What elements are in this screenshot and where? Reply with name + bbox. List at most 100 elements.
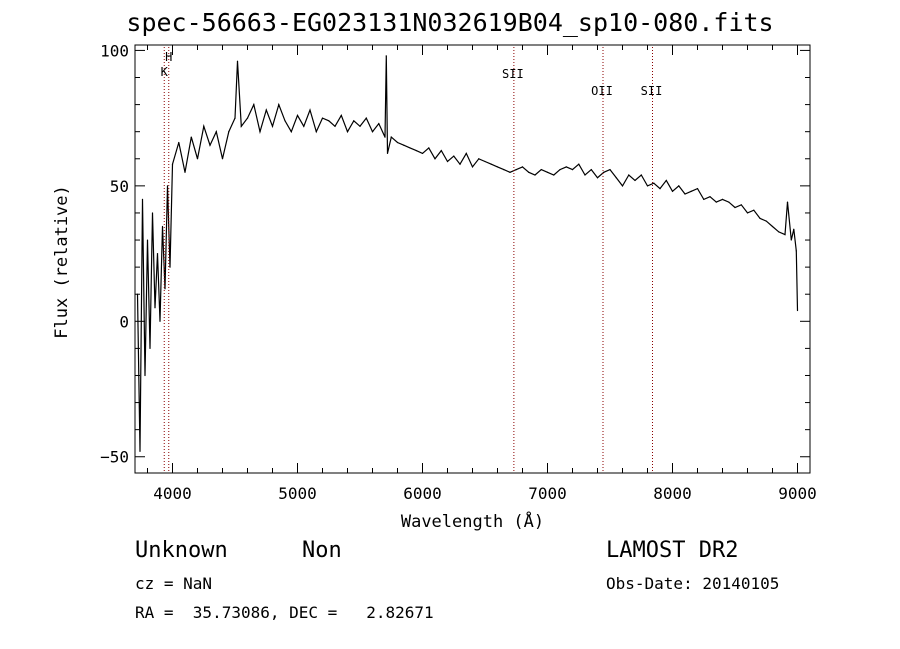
spectrum-point [515, 169, 517, 171]
line-label-sii: SII [502, 67, 524, 81]
spectrum-point [786, 201, 789, 203]
spectrum-point [161, 225, 164, 228]
spectrum-point [178, 141, 180, 144]
spectrum-point [385, 55, 387, 57]
spectrum-point [509, 171, 511, 173]
chart-title: spec-56663-EG023131N032619B04_sp10-080.f… [126, 8, 774, 37]
spectrum-point [628, 174, 630, 176]
spectrum-point [154, 307, 156, 309]
spectrum-point [246, 117, 249, 119]
spectrum-point [390, 136, 392, 138]
spectrum-point [169, 266, 171, 268]
x-tick-label: 6000 [403, 484, 442, 503]
spectrum-point [584, 174, 586, 176]
spectrum-point [621, 185, 624, 187]
spectrum-point [315, 131, 317, 133]
spectrum-point [421, 152, 424, 154]
spectrum-point [141, 198, 144, 201]
spectrum-series-layer [136, 55, 799, 452]
object-subclass: Non [302, 538, 342, 563]
spectrum-point [728, 201, 730, 203]
spectrum-point [740, 204, 742, 206]
spectrum-point [265, 109, 267, 111]
spectrum-point [228, 131, 230, 133]
plot-border [134, 44, 811, 474]
spectrum-point [640, 174, 642, 176]
spectrum-point [634, 179, 636, 182]
spectrum-point [166, 185, 169, 187]
y-tick-label: −50 [100, 448, 129, 467]
spectrum-point [386, 152, 389, 154]
spectrum-point [565, 166, 567, 168]
spectrum-point [521, 166, 524, 168]
spectrum-point [540, 169, 542, 171]
spectrum-point [609, 169, 611, 171]
spectrum-point [793, 228, 795, 230]
spectrum-point [778, 231, 780, 233]
spectrum-point [240, 125, 242, 127]
spectrum-point [721, 198, 724, 201]
spectrum-point [484, 160, 486, 163]
spectrum-point [171, 163, 174, 165]
spectrum-point [159, 320, 161, 322]
spectrum-point [378, 122, 380, 125]
spectrum-point [309, 109, 311, 111]
spectrum-point [790, 239, 792, 241]
spectrum-point [453, 155, 455, 157]
spectrum-point [496, 166, 499, 168]
spectrum-point [765, 220, 767, 222]
spectrum-point [646, 185, 649, 187]
spectrum-point [590, 169, 592, 171]
spectrum-point [684, 193, 686, 195]
spectrum-point [271, 125, 274, 127]
spectrum-point [371, 131, 374, 133]
observation-date: Obs-Date: 20140105 [606, 574, 780, 593]
y-axis-label: Flux (relative) [52, 185, 72, 339]
spectrum-point [659, 187, 661, 190]
spectrum-point [678, 185, 680, 187]
spectrum-point [746, 212, 749, 214]
spectrum-point [709, 196, 711, 198]
spectrum-point [615, 177, 617, 179]
spectrum-point [321, 117, 324, 119]
x-tick-label: 5000 [278, 484, 317, 503]
spectrum-point [715, 201, 717, 203]
spectrum-point [546, 171, 549, 173]
spectrum-point [144, 374, 146, 377]
x-tick-label: 9000 [778, 484, 817, 503]
spectrum-point [534, 174, 536, 176]
line-label-h: H [165, 50, 172, 64]
spectrum-point [278, 103, 280, 106]
spectrum-point [221, 158, 224, 160]
survey-name: LAMOST DR2 [606, 538, 739, 563]
spectrum-point [196, 158, 199, 160]
line-label-oii: OII [591, 84, 613, 98]
spectrum-point [671, 190, 674, 192]
spectrum-point [440, 150, 442, 152]
x-tick-label: 4000 [153, 484, 192, 503]
spectrum-point [459, 163, 461, 165]
spectrum-point [359, 125, 361, 127]
spectrum-point [156, 252, 159, 255]
spectrum-point [296, 114, 299, 117]
spectrum-point [603, 171, 605, 173]
spectrum-point [334, 125, 336, 127]
spectrum-point [759, 217, 761, 219]
spectrum-point [346, 131, 349, 133]
spectrum-point [653, 182, 655, 184]
object-class: Unknown [135, 538, 228, 563]
y-tick-label: 0 [119, 312, 129, 331]
spectrum-point [503, 169, 505, 171]
spectrum-line [136, 55, 799, 452]
axis-ticks: 4000 5000 6000 7000 8000 9000 −50 0 50 100 [100, 41, 817, 503]
spectrum-point [528, 171, 530, 173]
spectrum-point [384, 136, 386, 138]
spectrum-point [184, 171, 186, 173]
spectrum-point [690, 190, 692, 192]
spectrum-point [490, 163, 492, 165]
spectrum-point [139, 450, 141, 452]
spectrum-point [151, 212, 154, 214]
spectrum-point [665, 179, 667, 182]
spectrum-point [353, 120, 355, 122]
